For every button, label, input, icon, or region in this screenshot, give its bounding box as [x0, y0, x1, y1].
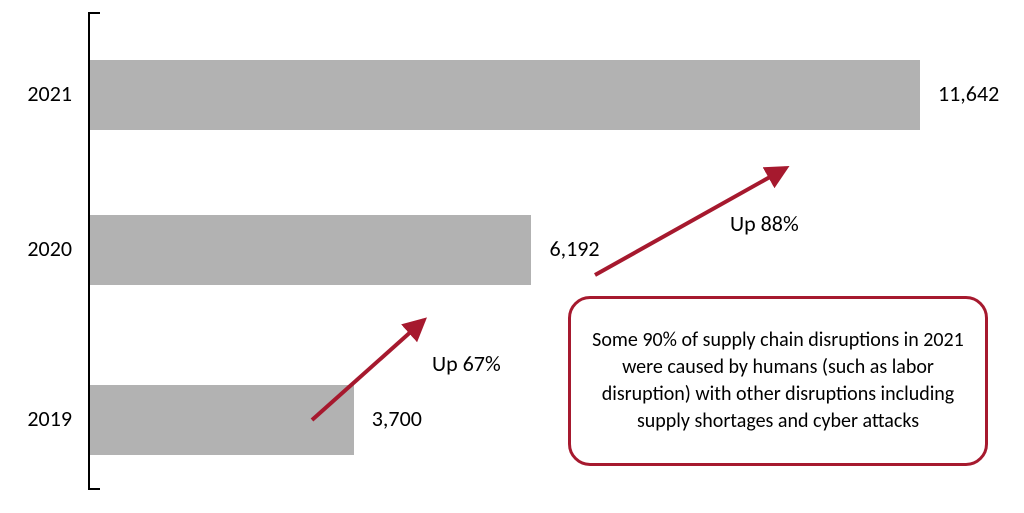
axis-tick-top — [88, 12, 100, 14]
callout-text: Some 90% of supply chain disruptions in … — [589, 327, 967, 435]
category-label: 2019 — [0, 405, 72, 432]
bar-2020 — [90, 215, 531, 285]
bar-chart: 2021 11,642 2020 6,192 2019 3,700 Up 88%… — [0, 0, 1024, 513]
bar-2021 — [90, 60, 920, 130]
callout-box: Some 90% of supply chain disruptions in … — [568, 296, 988, 466]
axis-tick-bottom — [88, 488, 100, 490]
category-label: 2021 — [0, 80, 72, 107]
category-label: 2020 — [0, 235, 72, 262]
value-label: 11,642 — [938, 80, 999, 107]
arrow-label: Up 88% — [730, 210, 799, 237]
arrow-label: Up 67% — [432, 350, 501, 377]
trend-arrow-67 — [292, 300, 444, 440]
